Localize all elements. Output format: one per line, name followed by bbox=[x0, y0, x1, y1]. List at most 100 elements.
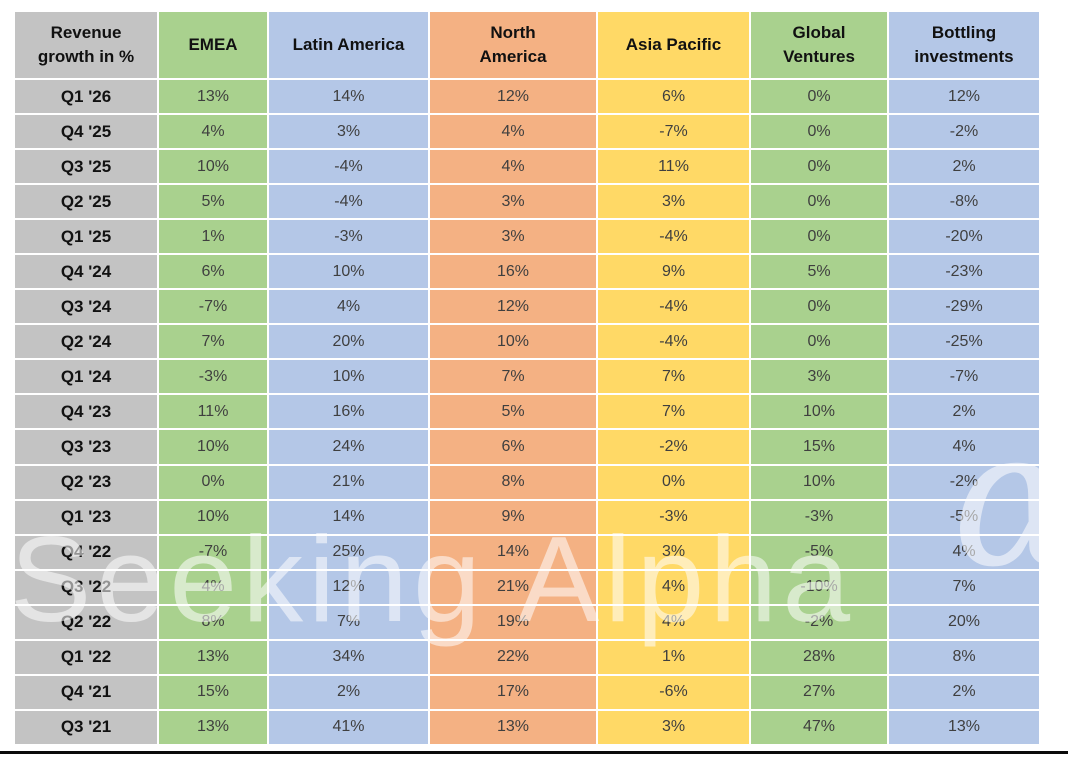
value-cell: 11% bbox=[159, 395, 267, 429]
value-cell: 12% bbox=[430, 290, 596, 324]
table-row: Q3 '25 10% -4% 4% 11% 0% 2% bbox=[15, 150, 1039, 184]
value-cell: -5% bbox=[889, 500, 1039, 534]
table-header: Revenue growth in % EMEA Latin America Nort… bbox=[15, 12, 1039, 78]
value-cell: 12% bbox=[889, 80, 1039, 114]
value-cell: 13% bbox=[889, 710, 1039, 744]
value-cell: 4% bbox=[430, 150, 596, 184]
value-cell: 5% bbox=[751, 255, 887, 289]
value-cell: 15% bbox=[159, 675, 267, 709]
value-cell: 13% bbox=[159, 80, 267, 114]
value-cell: -7% bbox=[159, 290, 267, 324]
value-cell: 9% bbox=[598, 255, 749, 289]
value-cell: 20% bbox=[889, 605, 1039, 639]
value-cell: 3% bbox=[269, 115, 428, 149]
value-cell: 13% bbox=[159, 640, 267, 674]
value-cell: 21% bbox=[430, 570, 596, 604]
value-cell: 4% bbox=[159, 115, 267, 149]
quarter-label: Q4 '23 bbox=[15, 395, 157, 429]
table-row: Q1 '24 -3% 10% 7% 7% 3% -7% bbox=[15, 360, 1039, 394]
value-cell: 8% bbox=[889, 640, 1039, 674]
value-cell: -4% bbox=[598, 290, 749, 324]
value-cell: 10% bbox=[751, 395, 887, 429]
table-body: Q1 '26 13% 14% 12% 6% 0% 12% Q4 '25 4% 3% 4% -7% 0% -… bbox=[15, 80, 1039, 744]
value-cell: 7% bbox=[269, 605, 428, 639]
value-cell: 10% bbox=[269, 360, 428, 394]
table-row: Q4 '22 -7% 25% 14% 3% -5% 4% bbox=[15, 535, 1039, 569]
value-cell: -4% bbox=[598, 325, 749, 359]
value-cell: -25% bbox=[889, 325, 1039, 359]
value-cell: 3% bbox=[430, 220, 596, 254]
value-cell: 6% bbox=[430, 430, 596, 464]
value-cell: 2% bbox=[889, 395, 1039, 429]
value-cell: -2% bbox=[889, 115, 1039, 149]
value-cell: 15% bbox=[751, 430, 887, 464]
value-cell: -3% bbox=[159, 360, 267, 394]
value-cell: 0% bbox=[751, 185, 887, 219]
table-row: Q1 '25 1% -3% 3% -4% 0% -20% bbox=[15, 220, 1039, 254]
header-row: Revenue growth in % EMEA Latin America Nort… bbox=[15, 12, 1039, 78]
value-cell: 8% bbox=[159, 605, 267, 639]
table-row: Q3 '24 -7% 4% 12% -4% 0% -29% bbox=[15, 290, 1039, 324]
value-cell: 6% bbox=[159, 255, 267, 289]
value-cell: -20% bbox=[889, 220, 1039, 254]
column-header: Asia Pacific bbox=[598, 12, 749, 78]
value-cell: 11% bbox=[598, 150, 749, 184]
value-cell: 0% bbox=[598, 465, 749, 499]
value-cell: -7% bbox=[598, 115, 749, 149]
value-cell: 16% bbox=[430, 255, 596, 289]
value-cell: 3% bbox=[598, 535, 749, 569]
value-cell: 4% bbox=[598, 605, 749, 639]
value-cell: 17% bbox=[430, 675, 596, 709]
value-cell: 0% bbox=[751, 325, 887, 359]
column-header: Latin America bbox=[269, 12, 428, 78]
value-cell: -2% bbox=[751, 605, 887, 639]
revenue-growth-table-container: Revenue growth in % EMEA Latin America Nort… bbox=[13, 10, 1041, 746]
value-cell: 8% bbox=[430, 465, 596, 499]
value-cell: 0% bbox=[751, 150, 887, 184]
quarter-label: Q4 '22 bbox=[15, 535, 157, 569]
value-cell: -4% bbox=[269, 185, 428, 219]
value-cell: 5% bbox=[159, 185, 267, 219]
value-cell: 25% bbox=[269, 535, 428, 569]
quarter-label: Q4 '25 bbox=[15, 115, 157, 149]
value-cell: 12% bbox=[430, 80, 596, 114]
value-cell: 7% bbox=[598, 395, 749, 429]
quarter-label: Q3 '22 bbox=[15, 570, 157, 604]
value-cell: 47% bbox=[751, 710, 887, 744]
column-header: EMEA bbox=[159, 12, 267, 78]
table-row: Q4 '25 4% 3% 4% -7% 0% -2% bbox=[15, 115, 1039, 149]
table-row: Q1 '22 13% 34% 22% 1% 28% 8% bbox=[15, 640, 1039, 674]
corner-header: Revenue growth in % bbox=[15, 12, 157, 78]
quarter-label: Q1 '23 bbox=[15, 500, 157, 534]
value-cell: 7% bbox=[889, 570, 1039, 604]
value-cell: 7% bbox=[159, 325, 267, 359]
table-row: Q4 '23 11% 16% 5% 7% 10% 2% bbox=[15, 395, 1039, 429]
revenue-growth-table: Revenue growth in % EMEA Latin America Nort… bbox=[13, 10, 1041, 746]
quarter-label: Q3 '24 bbox=[15, 290, 157, 324]
value-cell: 24% bbox=[269, 430, 428, 464]
value-cell: 21% bbox=[269, 465, 428, 499]
value-cell: 13% bbox=[159, 710, 267, 744]
table-row: Q2 '24 7% 20% 10% -4% 0% -25% bbox=[15, 325, 1039, 359]
value-cell: 3% bbox=[430, 185, 596, 219]
column-header: Global Ventures bbox=[751, 12, 887, 78]
quarter-label: Q1 '26 bbox=[15, 80, 157, 114]
value-cell: -8% bbox=[889, 185, 1039, 219]
table-row: Q2 '25 5% -4% 3% 3% 0% -8% bbox=[15, 185, 1039, 219]
value-cell: 4% bbox=[159, 570, 267, 604]
value-cell: 14% bbox=[269, 500, 428, 534]
quarter-label: Q1 '24 bbox=[15, 360, 157, 394]
quarter-label: Q1 '22 bbox=[15, 640, 157, 674]
value-cell: 2% bbox=[889, 150, 1039, 184]
column-header: Bottling investments bbox=[889, 12, 1039, 78]
value-cell: 10% bbox=[751, 465, 887, 499]
value-cell: -3% bbox=[598, 500, 749, 534]
table-row: Q2 '22 8% 7% 19% 4% -2% 20% bbox=[15, 605, 1039, 639]
bottom-divider bbox=[0, 751, 1068, 754]
value-cell: -7% bbox=[159, 535, 267, 569]
value-cell: 10% bbox=[269, 255, 428, 289]
table-row: Q4 '24 6% 10% 16% 9% 5% -23% bbox=[15, 255, 1039, 289]
table-row: Q4 '21 15% 2% 17% -6% 27% 2% bbox=[15, 675, 1039, 709]
value-cell: -4% bbox=[269, 150, 428, 184]
